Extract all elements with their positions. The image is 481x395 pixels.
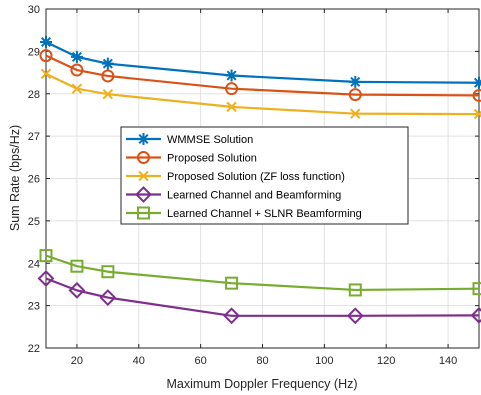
y-tick-label: 23: [28, 301, 40, 313]
data-point: [40, 68, 52, 80]
data-point: [40, 36, 52, 49]
legend-entry-0: WMMSE Solution: [126, 133, 253, 146]
legend-entry-2: Proposed Solution (ZF loss function): [126, 170, 345, 183]
legend-marker: [137, 151, 150, 164]
data-point: [473, 76, 481, 89]
y-tick-label: 27: [28, 131, 40, 143]
data-point: [223, 307, 240, 325]
legend-box: [120, 126, 409, 225]
x-tick-label: 120: [377, 355, 395, 367]
legend-label: Proposed Solution: [167, 153, 257, 165]
legend-marker: [137, 206, 150, 220]
data-point: [101, 57, 114, 70]
data-point: [225, 69, 238, 82]
x-tick-label: 100: [315, 355, 333, 367]
data-point: [71, 83, 83, 94]
data-point: [348, 283, 362, 297]
series-4: [39, 249, 481, 297]
x-tick-label: 20: [71, 355, 83, 367]
x-tick-label: 80: [256, 355, 268, 367]
data-point: [70, 63, 84, 77]
legend-label: Proposed Solution (ZF loss function): [167, 171, 345, 183]
data-point: [346, 307, 364, 325]
legend-entry-3: Learned Channel and Beamforming: [126, 186, 341, 203]
x-tick-label: 140: [439, 355, 457, 367]
data-point: [37, 270, 55, 287]
legend-label: WMMSE Solution: [167, 134, 253, 146]
legend-marker: [135, 186, 152, 203]
data-point: [101, 69, 115, 83]
data-point: [350, 108, 361, 119]
series-line: [45, 41, 480, 84]
data-point: [101, 265, 115, 279]
legend-marker: [138, 170, 149, 182]
data-point: [70, 50, 83, 63]
data-point: [349, 75, 362, 88]
data-point: [225, 276, 239, 290]
y-tick-label: 24: [28, 258, 40, 270]
axes: [45, 8, 480, 349]
series-1: [39, 49, 481, 102]
legend-label: Learned Channel and Beamforming: [167, 190, 341, 202]
data-point: [225, 82, 239, 96]
data-point: [102, 88, 114, 100]
legend-label: Learned Channel + SLNR Beamforming: [167, 208, 362, 220]
tick-labels: 20 40 60 80 100 120 140 22 23 24 25 26 27 28 29 30: [28, 4, 458, 367]
legend-entry-4: Learned Channel + SLNR Beamforming: [126, 206, 362, 220]
series-3: [37, 270, 481, 325]
y-tick-label: 22: [28, 343, 40, 355]
data-point: [99, 289, 117, 306]
data-point: [472, 282, 481, 296]
y-tick-label: 28: [28, 89, 40, 101]
y-tick-label: 26: [28, 174, 40, 186]
data-point: [226, 101, 237, 113]
data-point: [68, 281, 86, 299]
x-tick-label: 40: [133, 355, 145, 367]
y-tick-label: 29: [28, 46, 40, 58]
legend-entry-1: Proposed Solution: [126, 151, 257, 165]
series-0: [40, 36, 481, 89]
data-point: [472, 88, 481, 102]
y-axis-label: Sum Rate (bps/Hz): [8, 125, 22, 231]
data-point: [473, 108, 481, 120]
series-line: [45, 72, 480, 116]
series-group: [37, 36, 481, 325]
data-point: [70, 259, 84, 273]
x-tick-label: 60: [195, 355, 207, 367]
legend: WMMSE Solution Proposed Solution Proposed …: [120, 126, 409, 225]
x-axis-label: Maximum Doppler Frequency (Hz): [166, 377, 357, 391]
data-point: [348, 88, 362, 102]
y-tick-label: 30: [28, 4, 40, 16]
data-point: [39, 49, 53, 63]
data-point: [39, 249, 53, 263]
y-tick-label: 25: [28, 216, 40, 228]
data-point: [470, 306, 481, 324]
legend-marker: [137, 133, 150, 145]
series-2: [40, 68, 481, 120]
